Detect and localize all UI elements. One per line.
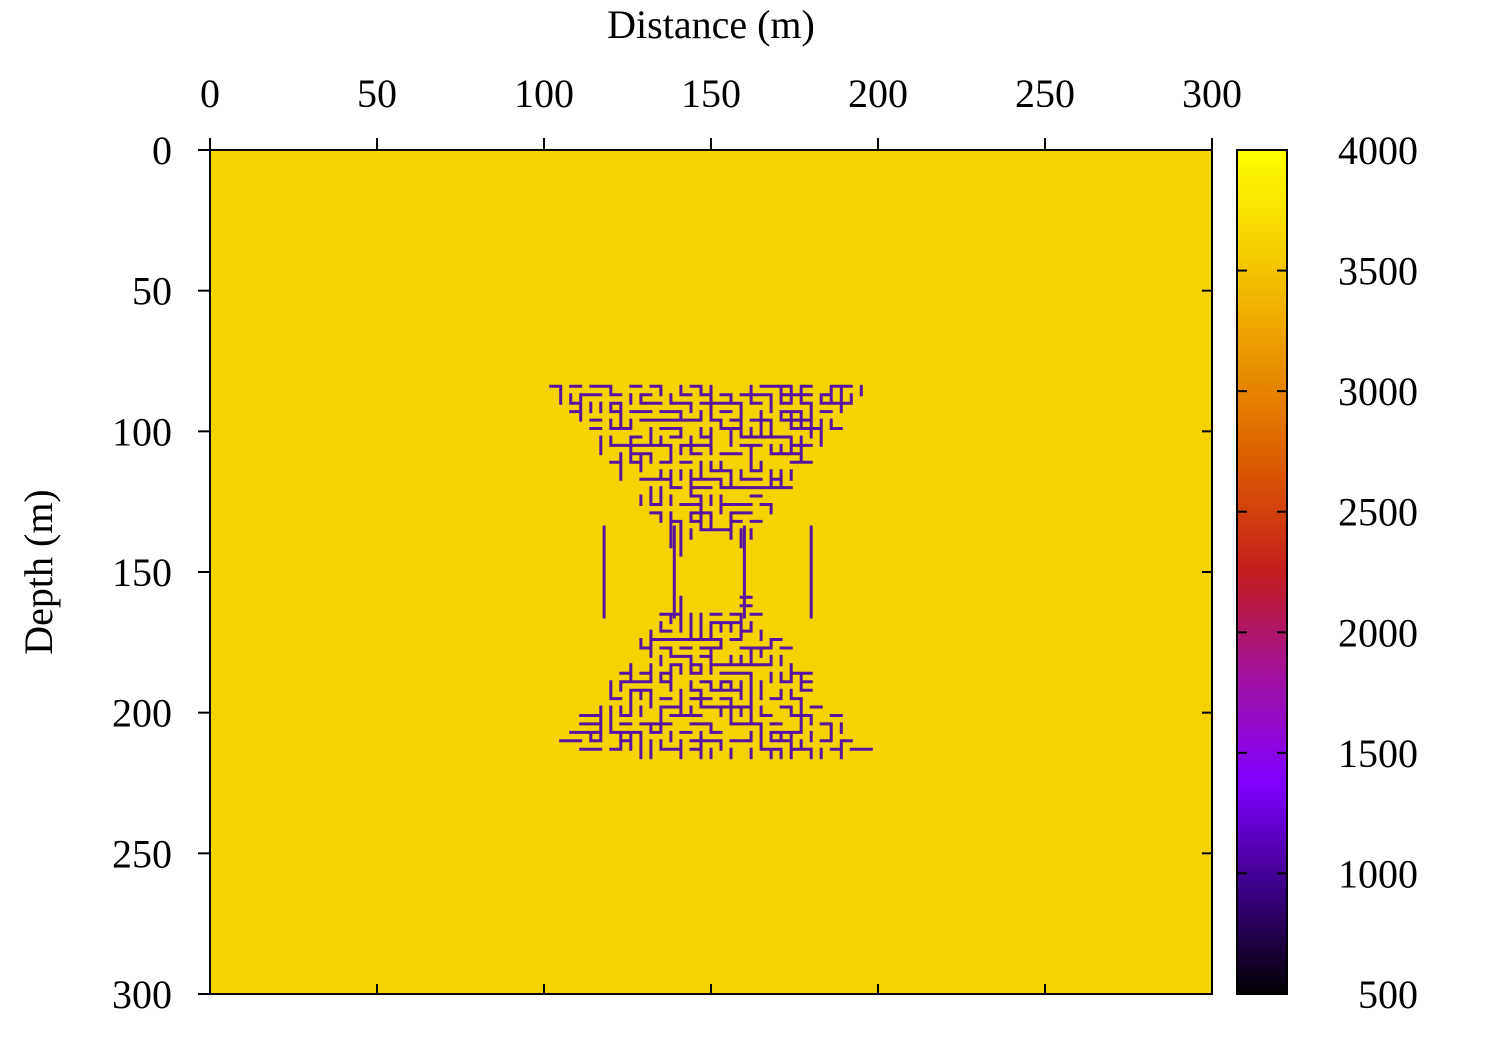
x-tick-label: 100 [514, 71, 574, 116]
colorbar-tick-label: 3500 [1338, 249, 1418, 294]
x-axis-title: Distance (m) [607, 2, 815, 47]
y-tick-label: 300 [112, 972, 172, 1017]
colorbar-tick-label: 1500 [1338, 731, 1418, 776]
colorbar-ticks: 500 1000 1500 2000 2500 3000 3500 4000 [1237, 128, 1418, 1017]
plot-background [210, 150, 1212, 994]
low-velocity-feature [549, 384, 873, 760]
y-tick-label: 250 [112, 831, 172, 876]
fracture-network [549, 384, 873, 760]
colorbar-tick-label: 500 [1358, 972, 1418, 1017]
colorbar-tick-label: 3000 [1338, 369, 1418, 414]
colorbar-tick-label: 2500 [1338, 490, 1418, 535]
y-tick-label: 50 [132, 269, 172, 314]
y-tick-label: 150 [112, 550, 172, 595]
y-tick-label: 200 [112, 691, 172, 736]
x-tick-label: 300 [1182, 71, 1242, 116]
x-tick-label: 250 [1015, 71, 1075, 116]
y-tick-label: 0 [152, 128, 172, 173]
x-tick-label: 0 [200, 71, 220, 116]
colorbar [1236, 149, 1288, 995]
x-tick-label: 150 [681, 71, 741, 116]
y-tick-label: 100 [112, 409, 172, 454]
x-tick-label: 50 [357, 71, 397, 116]
x-tick-label: 200 [848, 71, 908, 116]
colorbar-tick-label: 2000 [1338, 610, 1418, 655]
colorbar-tick-label: 4000 [1338, 128, 1418, 173]
x-axis-ticks: 0 50 100 150 200 250 300 [200, 71, 1242, 994]
colorbar-tick-label: 1000 [1338, 851, 1418, 896]
y-axis-title: Depth (m) [16, 489, 61, 655]
y-axis-ticks: 0 50 100 150 200 250 300 [112, 128, 1212, 1017]
